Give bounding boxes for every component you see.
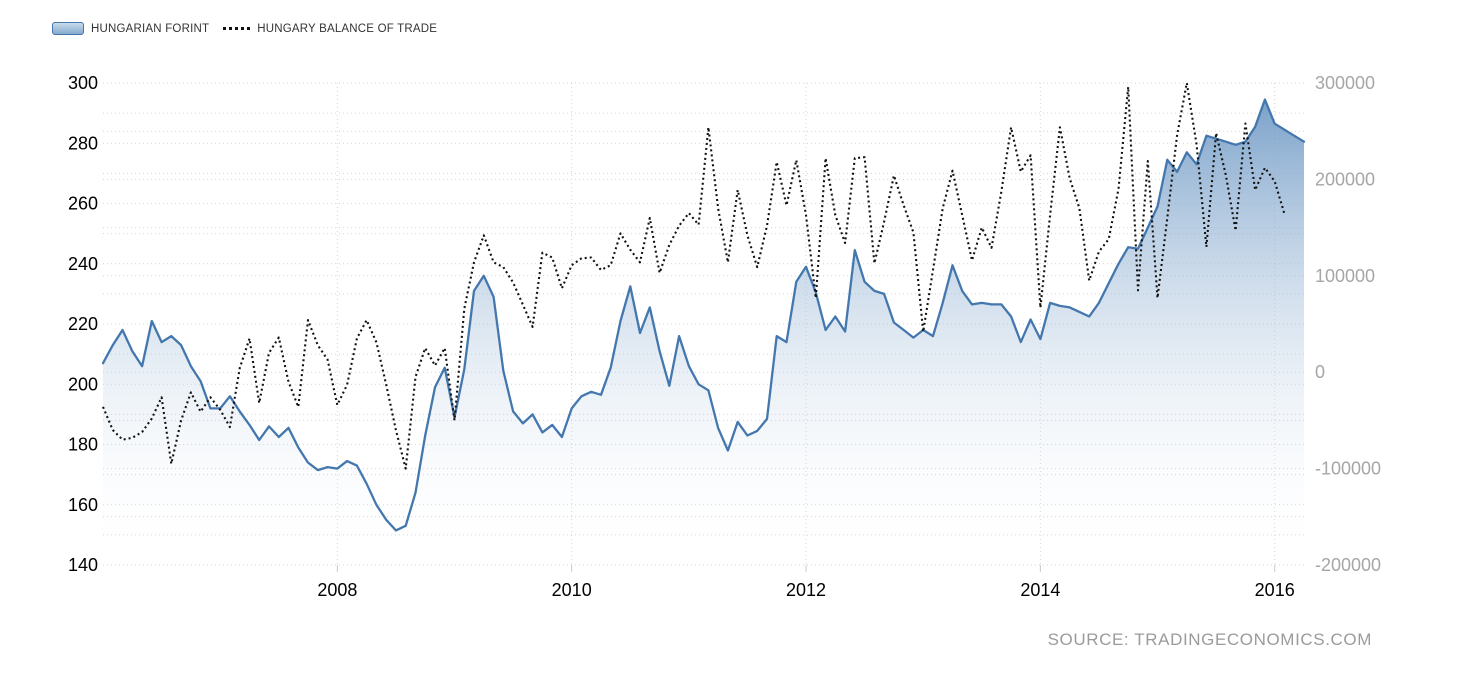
forint-area-series[interactable] [103, 99, 1304, 565]
right-axis-label: -200000 [1315, 555, 1381, 575]
right-axis-label: 200000 [1315, 169, 1375, 189]
left-axis-label: 140 [68, 555, 98, 575]
right-axis-label: -100000 [1315, 459, 1381, 479]
area-swatch-icon [52, 22, 84, 35]
legend-item-balance-of-trade[interactable]: HUNGARY BALANCE OF TRADE [223, 23, 437, 35]
x-axis-label: 2012 [786, 580, 826, 600]
left-axis-label: 260 [68, 194, 98, 214]
x-axis-label: 2010 [552, 580, 592, 600]
x-axis-label: 2008 [317, 580, 357, 600]
x-axis-label: 2016 [1255, 580, 1295, 600]
dotted-line-icon [223, 27, 251, 30]
x-axis-label: 2014 [1020, 580, 1060, 600]
left-axis-label: 200 [68, 374, 98, 394]
legend-item-hungarian-forint[interactable]: HUNGARIAN FORINT [52, 22, 209, 35]
legend-label-balance: HUNGARY BALANCE OF TRADE [257, 22, 438, 35]
legend: HUNGARIAN FORINT HUNGARY BALANCE OF TRAD… [52, 22, 437, 35]
right-axis-label: 0 [1315, 362, 1325, 382]
left-axis-label: 180 [68, 435, 98, 455]
right-axis-label: 100000 [1315, 266, 1375, 286]
left-axis-label: 300 [68, 73, 98, 93]
left-axis-label: 240 [68, 254, 98, 274]
balance-of-trade-dotted-series[interactable] [102, 81, 1286, 470]
legend-label-forint: HUNGARIAN FORINT [91, 22, 210, 35]
right-axis-label: 300000 [1315, 73, 1375, 93]
source-credit[interactable]: SOURCE: TRADINGECONOMICS.COM [1047, 630, 1372, 649]
forint-line [101, 98, 1306, 532]
left-axis-label: 160 [68, 495, 98, 515]
left-axis-label: 280 [68, 133, 98, 153]
left-axis-label: 220 [68, 314, 98, 334]
